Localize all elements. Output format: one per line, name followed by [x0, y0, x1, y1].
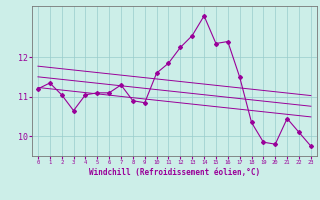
X-axis label: Windchill (Refroidissement éolien,°C): Windchill (Refroidissement éolien,°C): [89, 168, 260, 177]
